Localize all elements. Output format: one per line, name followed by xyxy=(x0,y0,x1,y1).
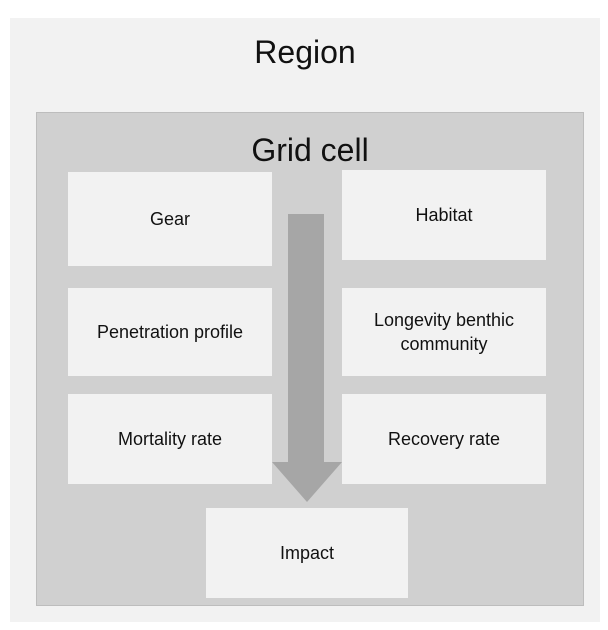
impact-box: Impact xyxy=(206,508,408,598)
mortality-box: Mortality rate xyxy=(68,394,272,484)
flow-arrow xyxy=(272,214,342,502)
region-title: Region xyxy=(254,34,356,70)
habitat-box: Habitat xyxy=(342,170,546,260)
recovery-box: Recovery rate xyxy=(342,394,546,484)
grid-cell-title: Grid cell xyxy=(251,132,369,168)
gear-box: Gear xyxy=(68,172,272,266)
longevity-box: Longevity benthic community xyxy=(342,288,546,376)
penetration-box: Penetration profile xyxy=(68,288,272,376)
